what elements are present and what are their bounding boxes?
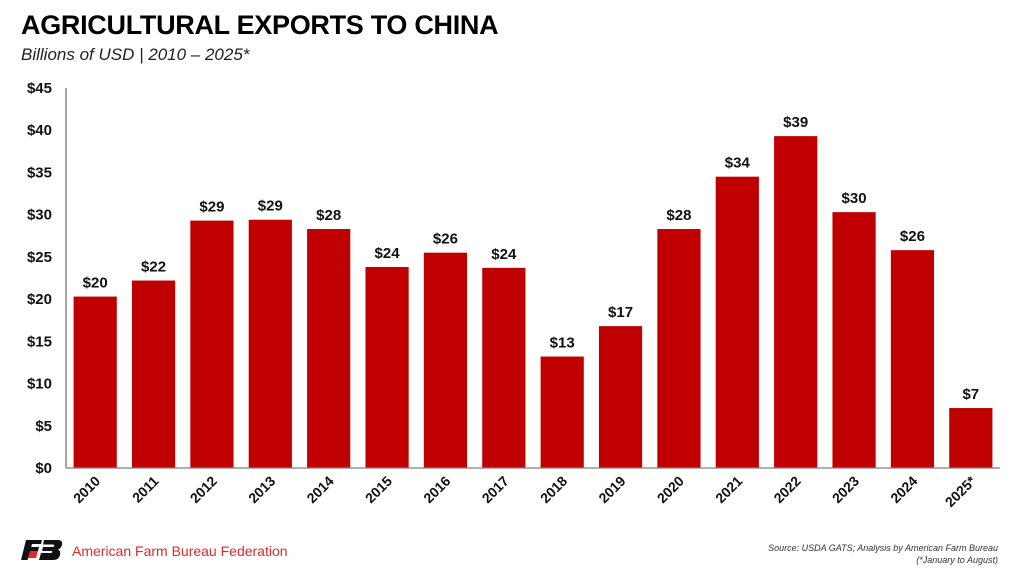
data-label: $22 [141,259,166,276]
bar-2019 [598,326,643,468]
x-tick-label: 2014 [303,473,336,506]
bar-2016 [423,252,468,468]
x-tick-label: 2022 [770,473,803,506]
data-label: $26 [433,231,458,248]
data-label: $17 [608,304,633,321]
y-tick-label: $20 [27,291,52,308]
bar-2024 [890,250,935,468]
data-label: $7 [962,386,979,403]
data-label: $34 [725,155,751,172]
x-tick-label: 2021 [712,473,745,506]
x-tick-label: 2024 [887,473,920,506]
x-tick-label: 2018 [537,473,570,506]
afbf-logo-icon [21,540,63,560]
data-label: $29 [199,199,224,216]
y-tick-label: $5 [35,418,52,435]
bars [73,136,993,468]
bar-2025 [949,408,993,468]
source-note: Source: USDA GATS; Analysis by American … [768,542,998,566]
x-axis: 2010 2011 2012 2013 2014 2015 2016 2017 2018 2019… [66,467,1000,510]
x-tick-label: 2017 [479,473,512,506]
y-axis: $0 $5 $10 $15 $20 $25 $30 $35 $40 $45 [27,80,67,477]
data-label: $28 [316,207,341,224]
y-tick-label: $30 [27,207,52,224]
data-label: $26 [900,228,925,245]
x-tick-label: 2013 [245,473,278,506]
y-tick-label: $10 [27,376,52,393]
data-label: $30 [842,190,867,207]
data-label: $13 [550,335,575,352]
x-tick-label: 2010 [70,473,103,506]
x-tick-label: 2025* [942,472,980,510]
source-text: Source: USDA GATS; Analysis by American … [768,543,998,553]
x-tick-label: 2011 [129,473,162,506]
x-tick-label: 2012 [187,473,220,506]
bar-2013 [248,219,292,468]
y-tick-label: $25 [27,249,52,266]
data-label: $24 [375,245,401,262]
y-tick-label: $45 [27,80,52,97]
bar-2017 [482,267,526,468]
bar-chart: $0$5$10$15$20$25$30$35$40$45 $20$22$29 $2… [27,80,1000,510]
bar-2011 [131,280,176,468]
chart-title: AGRICULTURAL EXPORTS TO CHINA [21,10,499,40]
y-tick-label: $0 [35,460,52,477]
data-label: $29 [258,198,283,215]
data-label: $39 [783,114,808,131]
x-tick-label: 2020 [654,473,687,506]
organization-name: American Farm Bureau Federation [72,543,288,559]
x-tick-label: 2015 [362,473,395,506]
footnote-text: (*January to August) [916,555,998,565]
x-tick-label: 2019 [595,473,628,506]
y-tick-label: $15 [27,333,52,350]
bar-2021 [715,176,759,468]
bar-2022 [774,136,818,468]
x-tick-label: 2016 [420,473,453,506]
bar-2023 [832,212,876,468]
data-label: $24 [491,246,517,263]
bar-2015 [365,267,409,468]
y-tick-label: $40 [27,122,52,139]
data-label: $28 [666,207,691,224]
data-labels: $20 $22 $29 $29 $28 $24 $26 $24 $13 $17 $28 $34 $39 $… [83,114,979,403]
x-tick-label: 2023 [829,473,862,506]
bar-2018 [540,356,584,468]
bar-2020 [657,229,701,468]
bar-2014 [307,229,351,468]
y-tick-label: $35 [27,164,52,181]
chart-subtitle: Billions of USD | 2010 – 2025* [21,45,250,64]
bar-2012 [190,220,234,468]
bar-2010 [73,296,117,468]
data-label: $20 [83,275,108,292]
